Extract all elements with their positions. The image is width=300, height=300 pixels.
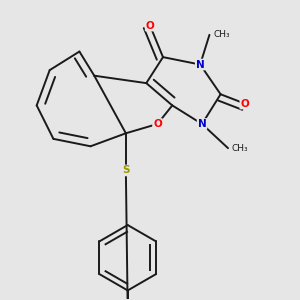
Text: O: O xyxy=(146,20,154,31)
Text: O: O xyxy=(240,99,249,109)
Text: CH₃: CH₃ xyxy=(213,30,230,39)
Text: O: O xyxy=(153,119,162,129)
Text: S: S xyxy=(122,165,130,176)
Text: CH₃: CH₃ xyxy=(232,144,248,153)
Text: N: N xyxy=(198,119,206,129)
Text: N: N xyxy=(196,59,205,70)
